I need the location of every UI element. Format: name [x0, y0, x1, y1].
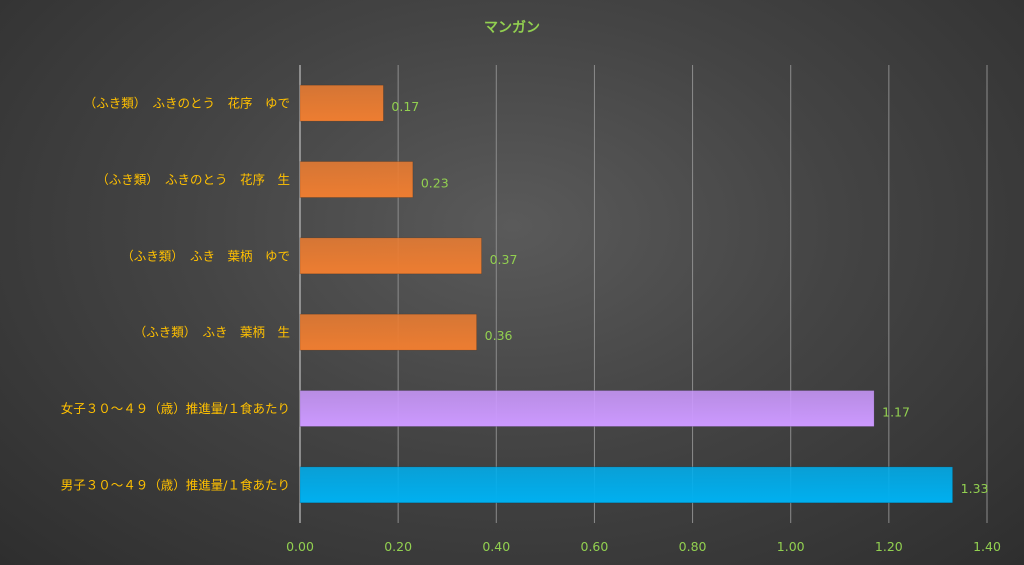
bar: [299, 466, 953, 504]
bar: [299, 84, 384, 122]
bars: [299, 84, 953, 504]
data-label: 0.23: [421, 176, 449, 191]
bar: [299, 161, 414, 198]
bar: [299, 390, 875, 427]
x-tick-label: 0.40: [482, 539, 510, 554]
category-label: （ふき類） ふきのとう 花序 ゆで: [84, 96, 290, 111]
x-tick-label: 0.60: [581, 539, 609, 554]
category-label: （ふき類） ふき 葉柄 ゆで: [121, 248, 290, 263]
x-tick-label: 0.00: [286, 539, 314, 554]
category-label: 男子３０～４９（歳）推進量/１食あたり: [61, 477, 290, 492]
data-label: 0.37: [490, 252, 518, 267]
x-tick-label: 1.40: [973, 539, 1001, 554]
x-tick-label: 0.80: [679, 539, 707, 554]
bar: [299, 237, 482, 275]
data-labels: 0.17 0.23 0.37 0.36 1.17 1.33: [391, 99, 988, 496]
category-labels: （ふき類） ふきのとう 花序 ゆで （ふき類） ふきのとう 花序 生 （ふき類） ふ…: [61, 96, 290, 493]
chart-title: マンガン: [484, 20, 540, 36]
data-label: 1.33: [961, 481, 989, 496]
category-label: （ふき類） ふきのとう 花序 生: [96, 172, 290, 187]
x-tick-labels: 0.00 0.20 0.40 0.60 0.80 1.00 1.20 1.40: [286, 539, 1001, 554]
bar: [299, 313, 477, 351]
data-label: 0.17: [391, 99, 419, 114]
x-tick-label: 1.20: [875, 539, 903, 554]
data-label: 0.36: [485, 328, 513, 343]
x-tick-label: 1.00: [777, 539, 805, 554]
category-label: 女子３０～４９（歳）推進量/１食あたり: [61, 401, 290, 416]
gridlines: [299, 65, 988, 523]
data-label: 1.17: [882, 405, 910, 420]
x-tick-label: 0.20: [384, 539, 412, 554]
category-label: （ふき類） ふき 葉柄 生: [134, 325, 290, 340]
